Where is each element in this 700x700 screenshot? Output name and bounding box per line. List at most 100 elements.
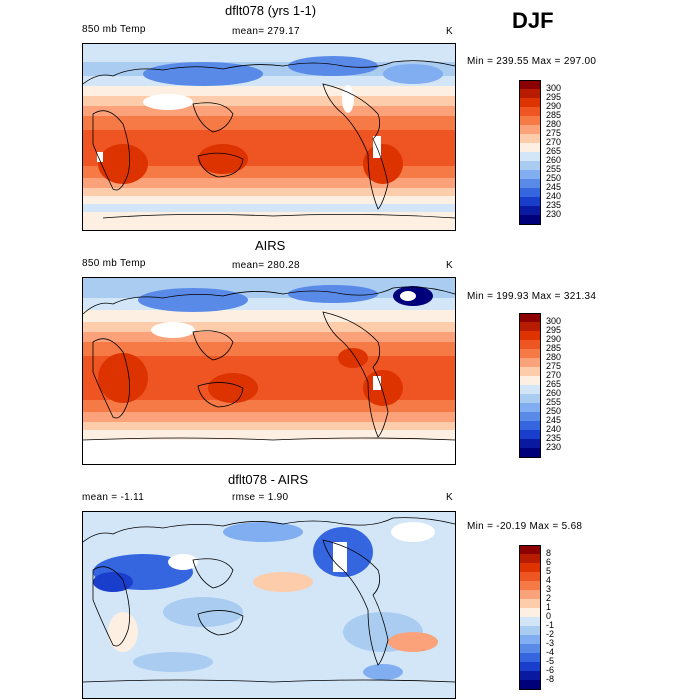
colorbar-tick-label: 280 [546, 119, 562, 129]
colorbar-swatch [520, 572, 540, 581]
colorbar-swatch [520, 107, 540, 116]
colorbar-tick-label: 8 [546, 548, 552, 558]
colorbar-tick-label: 1 [546, 602, 552, 612]
panel2-colorbar [519, 313, 541, 458]
panel1-colorbar [519, 80, 541, 225]
colorbar-tick-label: 0 [546, 611, 552, 621]
panel1-minmax-label: Min = 239.55 Max = 297.00 [467, 56, 597, 67]
colorbar-tick-label: 2 [546, 593, 552, 603]
colorbar-tick-label: 285 [546, 343, 562, 353]
panel1-map [82, 43, 456, 231]
panel2-units-label: K [446, 260, 453, 271]
colorbar-tick-label: 235 [546, 200, 562, 210]
colorbar-tick-label: 5 [546, 566, 552, 576]
colorbar-swatch [520, 358, 540, 367]
colorbar-swatch [520, 314, 540, 322]
panel2-variable-label: 850 mb Temp [82, 258, 146, 269]
panel3-map [82, 511, 456, 699]
colorbar-tick-label: 260 [546, 388, 562, 398]
colorbar-swatch [520, 161, 540, 170]
colorbar-swatch [520, 626, 540, 635]
panel3-rmse-label: rmse = 1.90 [232, 492, 289, 503]
colorbar-swatch [520, 349, 540, 358]
colorbar-tick-label: 4 [546, 575, 552, 585]
panel3-title: dflt078 - AIRS [228, 472, 309, 487]
colorbar-tick-label: 240 [546, 191, 562, 201]
colorbar-swatch [520, 554, 540, 563]
colorbar-tick-label: 290 [546, 101, 562, 111]
season-label: DJF [512, 8, 554, 33]
colorbar-swatch [520, 617, 540, 626]
colorbar-tick-label: 230 [546, 442, 562, 452]
colorbar-tick-label: 295 [546, 325, 562, 335]
colorbar-tick-label: 255 [546, 164, 562, 174]
colorbar-tick-label: 245 [546, 415, 562, 425]
colorbar-swatch [520, 635, 540, 644]
colorbar-tick-label: 285 [546, 110, 562, 120]
panel1-title: dflt078 (yrs 1-1) [225, 3, 317, 18]
colorbar-tick-label: -8 [546, 674, 555, 684]
colorbar-swatch [520, 367, 540, 376]
colorbar-tick-label: 250 [546, 173, 562, 183]
colorbar-tick-label: -3 [546, 638, 555, 648]
colorbar-swatch [520, 680, 540, 689]
colorbar-tick-label: 265 [546, 379, 562, 389]
colorbar-tick-label: 280 [546, 352, 562, 362]
panel3-units-label: K [446, 492, 453, 503]
colorbar-swatch [520, 439, 540, 448]
panel2-colorbar-ticks: 300 295 290 285 280 275 270 265 260 255 … [546, 317, 561, 452]
colorbar-swatch [520, 179, 540, 188]
colorbar-swatch [520, 546, 540, 554]
panel3-colorbar-ticks: 8 6 5 4 3 2 1 0 -1 -2 -3 -4 -5 -6 -8 [546, 549, 554, 684]
colorbar-tick-label: 275 [546, 361, 562, 371]
colorbar-swatch [520, 340, 540, 349]
colorbar-tick-label: 3 [546, 584, 552, 594]
colorbar-tick-label: 235 [546, 433, 562, 443]
panel3-colorbar [519, 545, 541, 690]
colorbar-swatch [520, 376, 540, 385]
colorbar-swatch [520, 98, 540, 107]
colorbar-tick-label: -6 [546, 665, 555, 675]
colorbar-swatch [520, 581, 540, 590]
panel2-map [82, 277, 456, 465]
colorbar-swatch [520, 134, 540, 143]
panel3-minmax-label: Min = -20.19 Max = 5.68 [467, 521, 583, 532]
colorbar-swatch [520, 116, 540, 125]
colorbar-tick-label: 240 [546, 424, 562, 434]
colorbar-swatch [520, 322, 540, 331]
panel1-mean-label: mean= 279.17 [232, 26, 300, 37]
colorbar-swatch [520, 331, 540, 340]
panel2-mean-label: mean= 280.28 [232, 260, 300, 271]
colorbar-tick-label: 300 [546, 316, 562, 326]
colorbar-tick-label: -4 [546, 647, 555, 657]
colorbar-tick-label: 265 [546, 146, 562, 156]
colorbar-swatch [520, 662, 540, 671]
colorbar-swatch [520, 448, 540, 457]
colorbar-swatch [520, 125, 540, 134]
colorbar-swatch [520, 197, 540, 206]
colorbar-tick-label: 275 [546, 128, 562, 138]
colorbar-swatch [520, 403, 540, 412]
panel3-mean-label: mean = -1.11 [82, 492, 145, 503]
colorbar-tick-label: 245 [546, 182, 562, 192]
colorbar-tick-label: -1 [546, 620, 555, 630]
colorbar-swatch [520, 653, 540, 662]
colorbar-swatch [520, 421, 540, 430]
panel1-units-label: K [446, 26, 453, 37]
colorbar-swatch [520, 430, 540, 439]
colorbar-swatch [520, 412, 540, 421]
colorbar-tick-label: 270 [546, 370, 562, 380]
colorbar-swatch [520, 608, 540, 617]
colorbar-swatch [520, 394, 540, 403]
colorbar-tick-label: 270 [546, 137, 562, 147]
colorbar-tick-label: -5 [546, 656, 555, 666]
colorbar-swatch [520, 563, 540, 572]
colorbar-swatch [520, 644, 540, 653]
colorbar-tick-label: 6 [546, 557, 552, 567]
colorbar-tick-label: 230 [546, 209, 562, 219]
colorbar-swatch [520, 206, 540, 215]
colorbar-swatch [520, 170, 540, 179]
colorbar-tick-label: 255 [546, 397, 562, 407]
colorbar-swatch [520, 188, 540, 197]
colorbar-swatch [520, 143, 540, 152]
